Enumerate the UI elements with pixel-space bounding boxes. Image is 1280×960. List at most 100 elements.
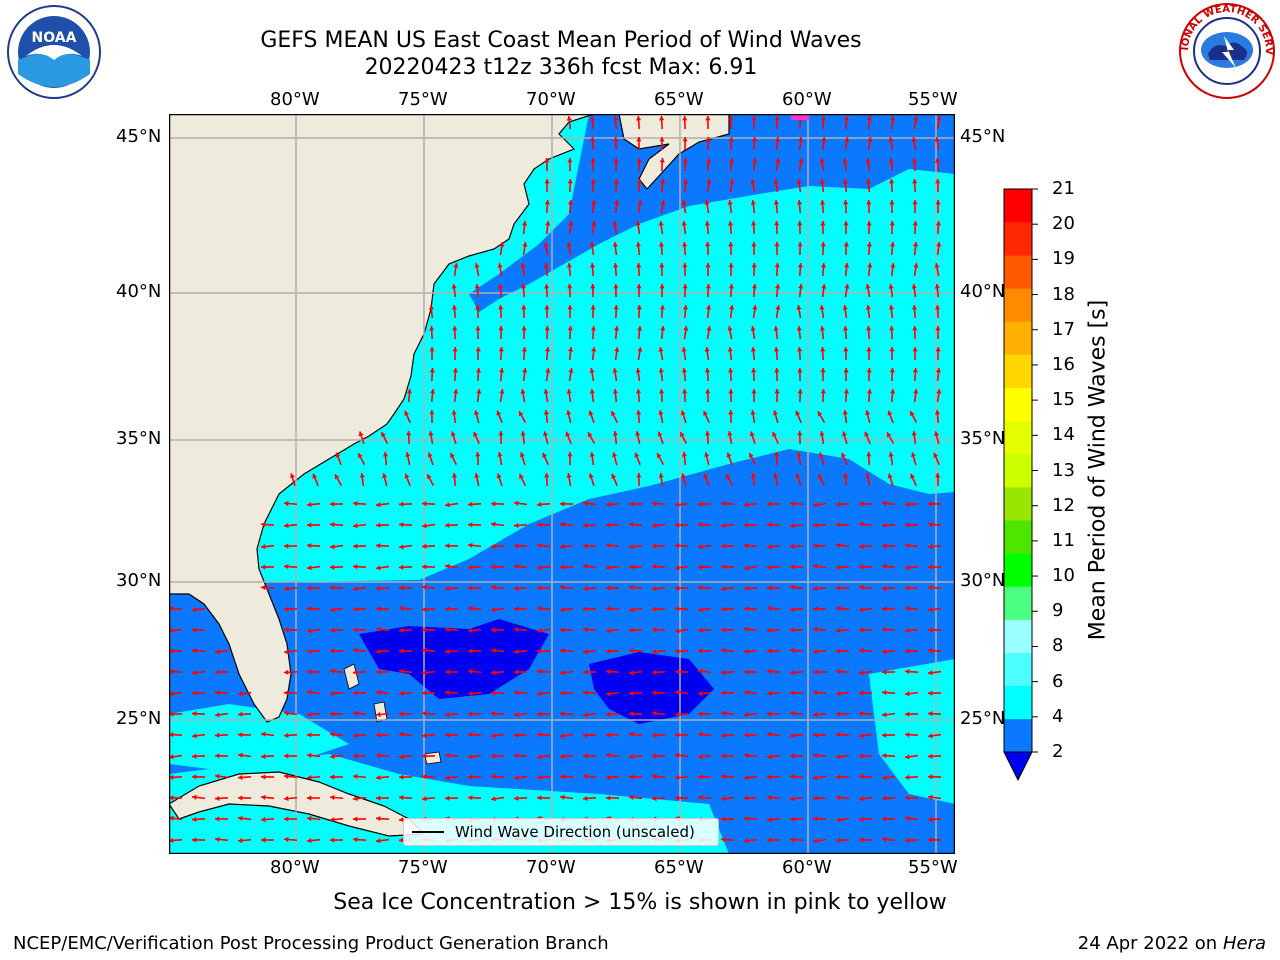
wave-arrow-head (705, 431, 711, 436)
wave-arrow-head (704, 221, 710, 226)
wave-arrow-head (238, 795, 243, 801)
wave-arrow-head (261, 816, 266, 823)
wave-arrow-head (767, 731, 772, 738)
wave-arrow-head (169, 732, 174, 738)
wave-arrow-head (935, 347, 941, 352)
wave-arrow-head (399, 731, 404, 738)
colorbar-tick-label: 13 (1052, 459, 1075, 481)
wave-arrow-head (427, 474, 432, 480)
wave-arrow-head (820, 368, 826, 373)
wave-arrow-head (866, 389, 873, 394)
wave-arrow-head (634, 452, 640, 458)
wave-arrow-head (682, 284, 688, 289)
wave-arrow-head (767, 711, 772, 717)
wave-arrow-head (796, 452, 802, 457)
wave-arrow-head (399, 585, 404, 591)
credit-text: NCEP/EMC/Verification Post Processing Pr… (13, 933, 609, 954)
wave-arrow-head (652, 649, 657, 655)
wave-arrow-head (261, 753, 266, 759)
wave-arrow-head (238, 711, 243, 717)
wave-arrow-head (637, 326, 643, 331)
wave-arrow-head (215, 669, 220, 675)
wave-arrow-head (544, 305, 550, 310)
wave-arrow-head (192, 753, 197, 759)
colorbar-swatch (1004, 387, 1032, 422)
wave-arrow-head (169, 669, 174, 675)
ocean-light-patch-se (869, 659, 955, 804)
wave-arrow-head (514, 732, 519, 738)
wave-arrow-head (560, 753, 565, 759)
wave-arrow-head (261, 544, 266, 550)
wave-arrow-head (698, 668, 703, 674)
wave-arrow-head (399, 817, 404, 823)
wave-arrow-head (376, 565, 381, 571)
wave-arrow-head (498, 326, 504, 331)
wave-arrow-head (520, 263, 526, 268)
wave-arrow-head (836, 817, 841, 823)
wave-arrow-head (376, 585, 381, 591)
wave-arrow-head (450, 431, 456, 437)
wave-arrow-head (790, 584, 795, 590)
wave-arrow-head (744, 732, 749, 738)
wave-arrow-head (284, 627, 289, 633)
colorbar-tick-label: 2 (1052, 741, 1064, 762)
wave-arrow-head (330, 627, 335, 633)
wave-arrow-head (889, 221, 895, 226)
wave-arrow-head (859, 543, 864, 549)
wave-arrow-head (422, 543, 427, 549)
wave-arrow-head (629, 544, 634, 550)
wave-arrow-head (775, 158, 781, 163)
wave-arrow-head (659, 389, 665, 394)
wave-arrow-head (728, 263, 734, 268)
wave-arrow-head (798, 137, 804, 142)
wave-arrow-head (774, 137, 781, 142)
wave-arrow-head (652, 564, 657, 570)
wave-arrow-head (836, 795, 841, 801)
wave-arrow-head (491, 796, 496, 802)
wave-arrow-head (334, 474, 340, 480)
wave-arrow-head (912, 179, 918, 184)
wave-arrow-head (514, 712, 519, 718)
wave-arrow-head (836, 732, 841, 738)
wave-arrow-head (567, 326, 573, 331)
wave-arrow-head (798, 284, 804, 289)
wave-arrow-head (728, 242, 734, 247)
wave-arrow-head (284, 773, 289, 779)
wave-arrow-head (773, 347, 780, 352)
wave-arrow-head (560, 501, 565, 507)
wave-arrow-head (859, 521, 864, 527)
wave-arrow-head (888, 305, 894, 310)
wave-arrow-head (613, 263, 619, 268)
wave-arrow-head (836, 648, 841, 654)
lat-label-right-30n: 30°N (960, 570, 1006, 591)
colorbar-tick-label: 10 (1052, 565, 1075, 587)
wave-arrow-head (307, 522, 312, 528)
colorbar-swatch (1004, 487, 1032, 521)
wave-arrow-head (537, 732, 542, 738)
wave-arrow-head (537, 691, 542, 697)
wave-arrow-head (905, 585, 910, 591)
wave-arrow-head (652, 732, 657, 738)
wave-arrow-head (587, 432, 593, 438)
wave-arrow-head (588, 473, 594, 479)
wave-arrow-head (844, 263, 850, 268)
wave-arrow-head (706, 179, 712, 184)
wave-arrow-head (514, 563, 519, 569)
wave-arrow-head (353, 543, 358, 549)
wave-arrow-head (261, 564, 266, 570)
wave-arrow-head (353, 586, 358, 592)
wave-arrow-head (445, 795, 450, 801)
wave-arrow-head (522, 368, 528, 373)
wave-arrow-head (445, 626, 450, 632)
wave-arrow-head (866, 326, 872, 331)
wave-arrow-head (514, 500, 519, 506)
wave-arrow-head (750, 473, 756, 478)
wave-arrow-head (706, 326, 712, 331)
wave-arrow-head (820, 116, 826, 121)
wave-arrow-head (475, 305, 481, 310)
colorbar-tick-label: 17 (1052, 318, 1075, 340)
wave-arrow-head (613, 326, 620, 331)
colorbar-swatch (1004, 288, 1032, 322)
wave-arrow-head (859, 711, 864, 717)
wave-arrow-head (544, 158, 550, 163)
